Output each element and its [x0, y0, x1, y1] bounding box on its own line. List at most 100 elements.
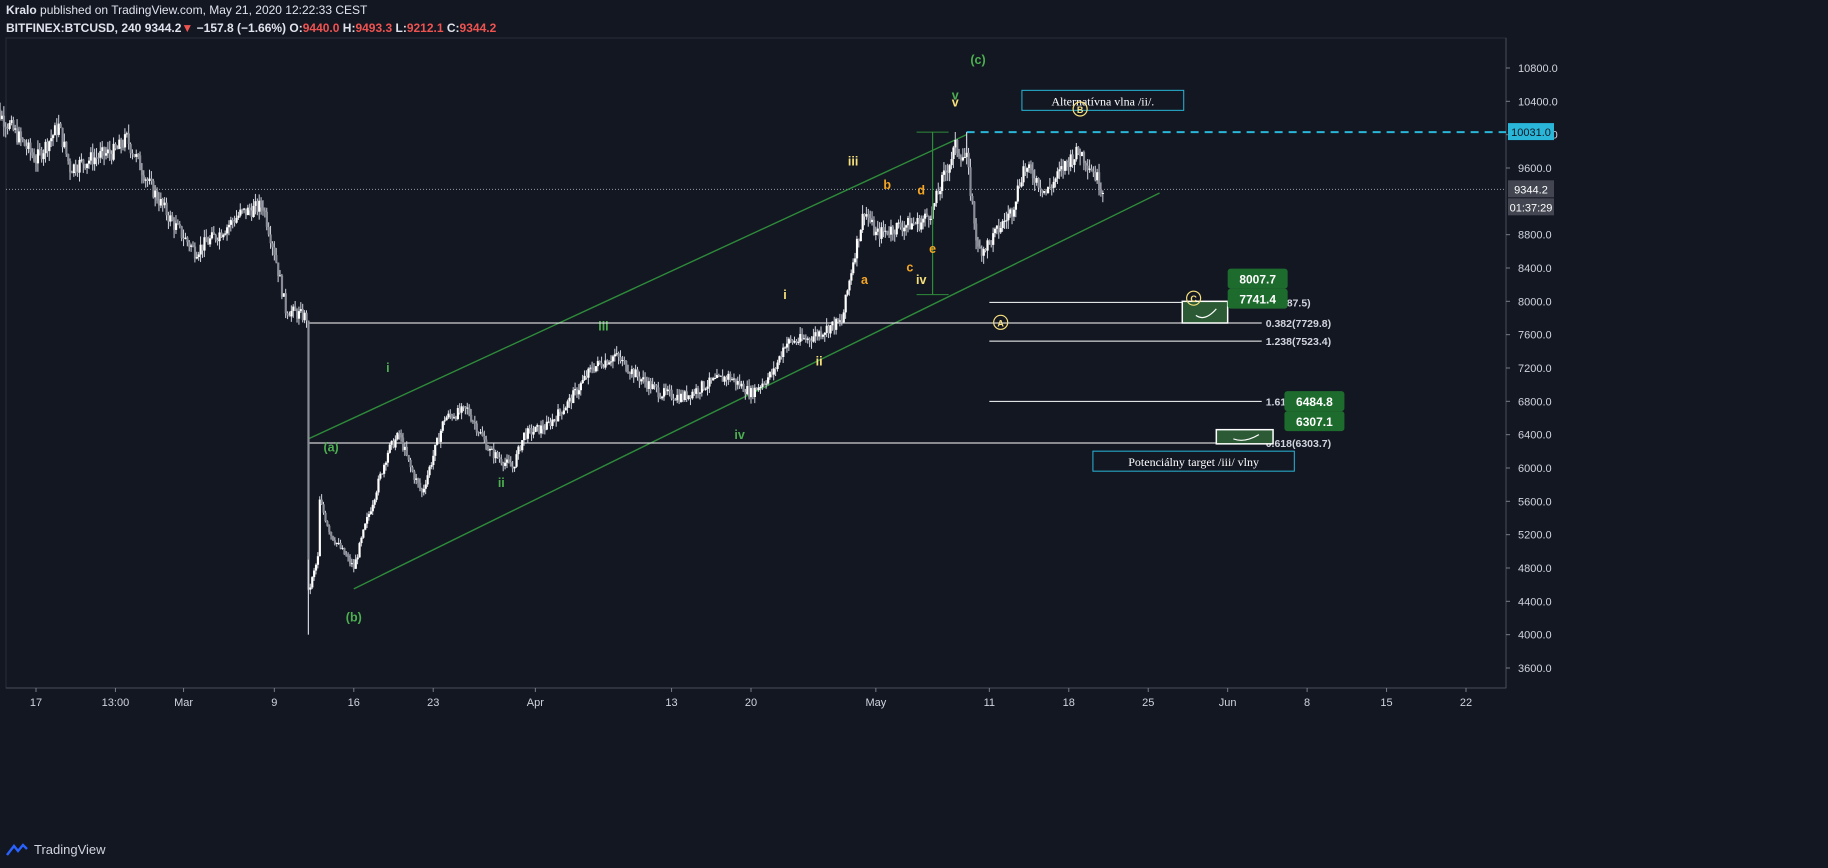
- target-box[interactable]: [1181, 300, 1229, 324]
- time-axis: 17 13:00 Mar 9 16 23 Apr 13 20 May 11 18 25 Jun 8 15 22: [30, 688, 1472, 709]
- candle-body: [456, 408, 460, 420]
- candle-body: [950, 159, 953, 166]
- candle-body: [706, 386, 709, 389]
- candle-body: [70, 172, 74, 174]
- footer: TradingView: [6, 842, 106, 857]
- time-tick-label: 25: [1142, 697, 1154, 709]
- wave-label-circle: [1072, 101, 1088, 117]
- candle-body: [210, 232, 214, 239]
- candle-body: [878, 228, 881, 239]
- candle-body: [78, 159, 81, 173]
- author-name: Kralo: [6, 3, 37, 17]
- candle-body: [35, 161, 38, 164]
- text-note-box[interactable]: [1092, 450, 1295, 472]
- candle-body: [538, 425, 541, 434]
- countdown-badge[interactable]: [1508, 198, 1554, 216]
- candle-body: [248, 207, 251, 211]
- candle-body: [322, 504, 325, 513]
- candle-body: [494, 452, 497, 459]
- price-tick-label: 4800.0: [1518, 563, 1552, 575]
- candle-body: [827, 325, 830, 334]
- text-note-box[interactable]: [1021, 89, 1185, 111]
- candle-body: [99, 151, 102, 158]
- candle-body: [704, 388, 707, 390]
- tradingview-logo-icon[interactable]: [6, 842, 28, 857]
- price-callout-box[interactable]: [1227, 268, 1288, 289]
- time-tick-label: 20: [745, 697, 757, 709]
- candle-body: [589, 367, 592, 369]
- candle-body: [288, 315, 291, 317]
- candle-body: [664, 388, 668, 392]
- candle-body: [112, 143, 115, 160]
- candle-body: [314, 564, 318, 571]
- price-tick-label: 5200.0: [1518, 530, 1552, 542]
- candle-body: [330, 532, 333, 537]
- candle-body: [333, 540, 337, 544]
- candle-body: [541, 425, 545, 430]
- candle-body: [477, 432, 480, 434]
- candle-body: [895, 222, 898, 235]
- candle-body: [439, 430, 442, 442]
- candle-body: [662, 388, 666, 397]
- candle-body: [67, 154, 70, 162]
- candle-body: [418, 482, 422, 489]
- candle-body: [759, 386, 762, 388]
- candle-body: [326, 521, 329, 526]
- price-tick-label: 6400.0: [1518, 430, 1552, 442]
- price-callout-box[interactable]: [1227, 288, 1288, 309]
- wave-label: v: [952, 89, 959, 103]
- brand-name[interactable]: TradingView: [34, 842, 106, 857]
- candle-body: [227, 224, 231, 228]
- candle-body: [687, 395, 690, 400]
- symbol-label[interactable]: BITFINEX:BTCUSD, 240: [6, 21, 142, 35]
- last-price-badge[interactable]: [1508, 180, 1554, 198]
- candle-body: [277, 262, 280, 276]
- candle-body: [157, 200, 161, 206]
- candle-body: [61, 127, 64, 148]
- candle-body: [975, 223, 978, 241]
- candle-body: [751, 388, 755, 398]
- time-tick-label: 8: [1304, 697, 1310, 709]
- price-callout-box[interactable]: [1284, 411, 1345, 432]
- candle-body: [381, 473, 384, 475]
- candle-body: [57, 123, 60, 135]
- candle-body: [1075, 146, 1078, 160]
- time-tick-label: 13: [665, 697, 677, 709]
- candle-body: [449, 413, 452, 416]
- candle-body: [882, 227, 885, 232]
- candle-body: [354, 559, 357, 569]
- candle-body: [672, 398, 675, 400]
- time-tick-label: 23: [427, 697, 439, 709]
- level-price-badge[interactable]: [1508, 123, 1554, 141]
- candle-body: [454, 417, 458, 420]
- candle-body: [941, 174, 944, 192]
- candle-body: [700, 381, 704, 393]
- candle-body: [553, 419, 556, 421]
- candle-body: [615, 353, 618, 355]
- candle-body: [782, 347, 785, 357]
- candle-body: [617, 353, 620, 358]
- candle-body: [944, 170, 948, 173]
- candle-body: [222, 234, 225, 238]
- candle-body: [44, 141, 47, 154]
- candle-body: [819, 331, 823, 337]
- candle-body: [558, 409, 562, 413]
- target-box[interactable]: [1215, 428, 1274, 445]
- candle-body: [173, 220, 176, 230]
- candle-body: [816, 332, 819, 337]
- price-tick-label: 7200.0: [1518, 363, 1552, 375]
- price-callout-box[interactable]: [1284, 391, 1345, 412]
- candle-body: [804, 338, 808, 340]
- candle-body: [74, 164, 77, 172]
- candle-body: [995, 225, 999, 229]
- price-tick-label: 6800.0: [1518, 396, 1552, 408]
- candle-body: [131, 153, 134, 155]
- candle-body: [379, 473, 382, 479]
- candle-body: [169, 215, 172, 222]
- wave-label: ii: [498, 476, 505, 490]
- candle-body: [260, 200, 263, 208]
- candle-body: [918, 217, 921, 230]
- wave-label: c: [906, 260, 913, 274]
- candle-body: [59, 123, 62, 128]
